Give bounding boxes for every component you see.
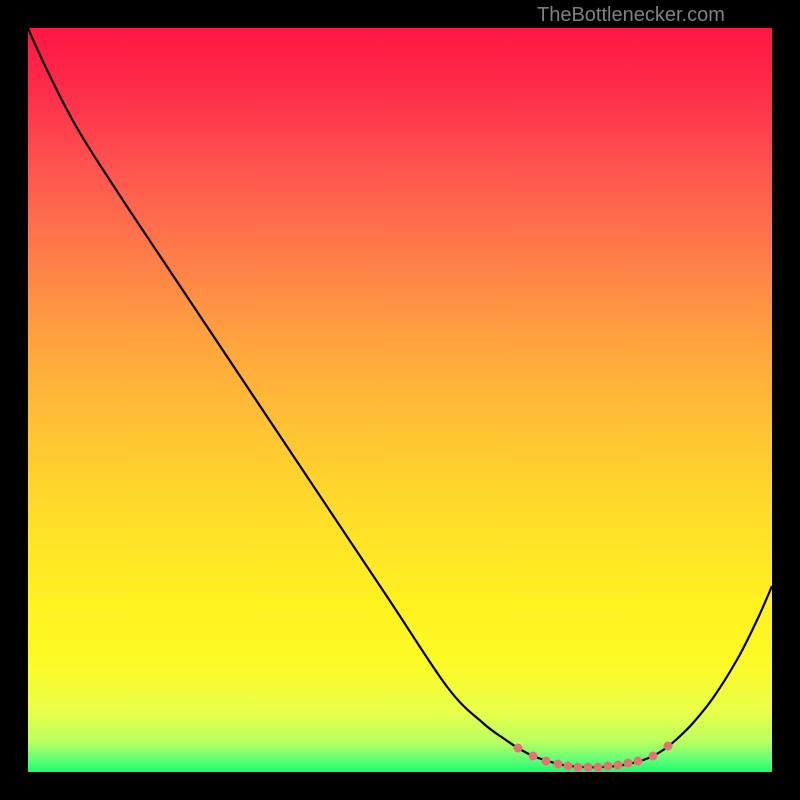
marker-dot	[529, 752, 538, 761]
curve-layer	[28, 28, 772, 772]
marker-dot	[514, 744, 523, 753]
marker-dot	[624, 759, 633, 768]
marker-dot	[542, 757, 551, 766]
marker-dot	[574, 763, 583, 772]
marker-dot	[614, 761, 623, 770]
watermark: TheBottlenecker.com	[537, 4, 725, 27]
marker-dot	[594, 763, 603, 772]
bottleneck-curve	[28, 28, 772, 767]
chart-plot-area	[28, 28, 772, 772]
marker-dot	[584, 763, 593, 772]
marker-dot	[634, 757, 643, 766]
marker-dot	[664, 742, 673, 751]
marker-dot	[564, 762, 573, 771]
marker-dot	[649, 752, 658, 761]
marker-dot	[554, 760, 563, 769]
marker-dot	[604, 762, 613, 771]
